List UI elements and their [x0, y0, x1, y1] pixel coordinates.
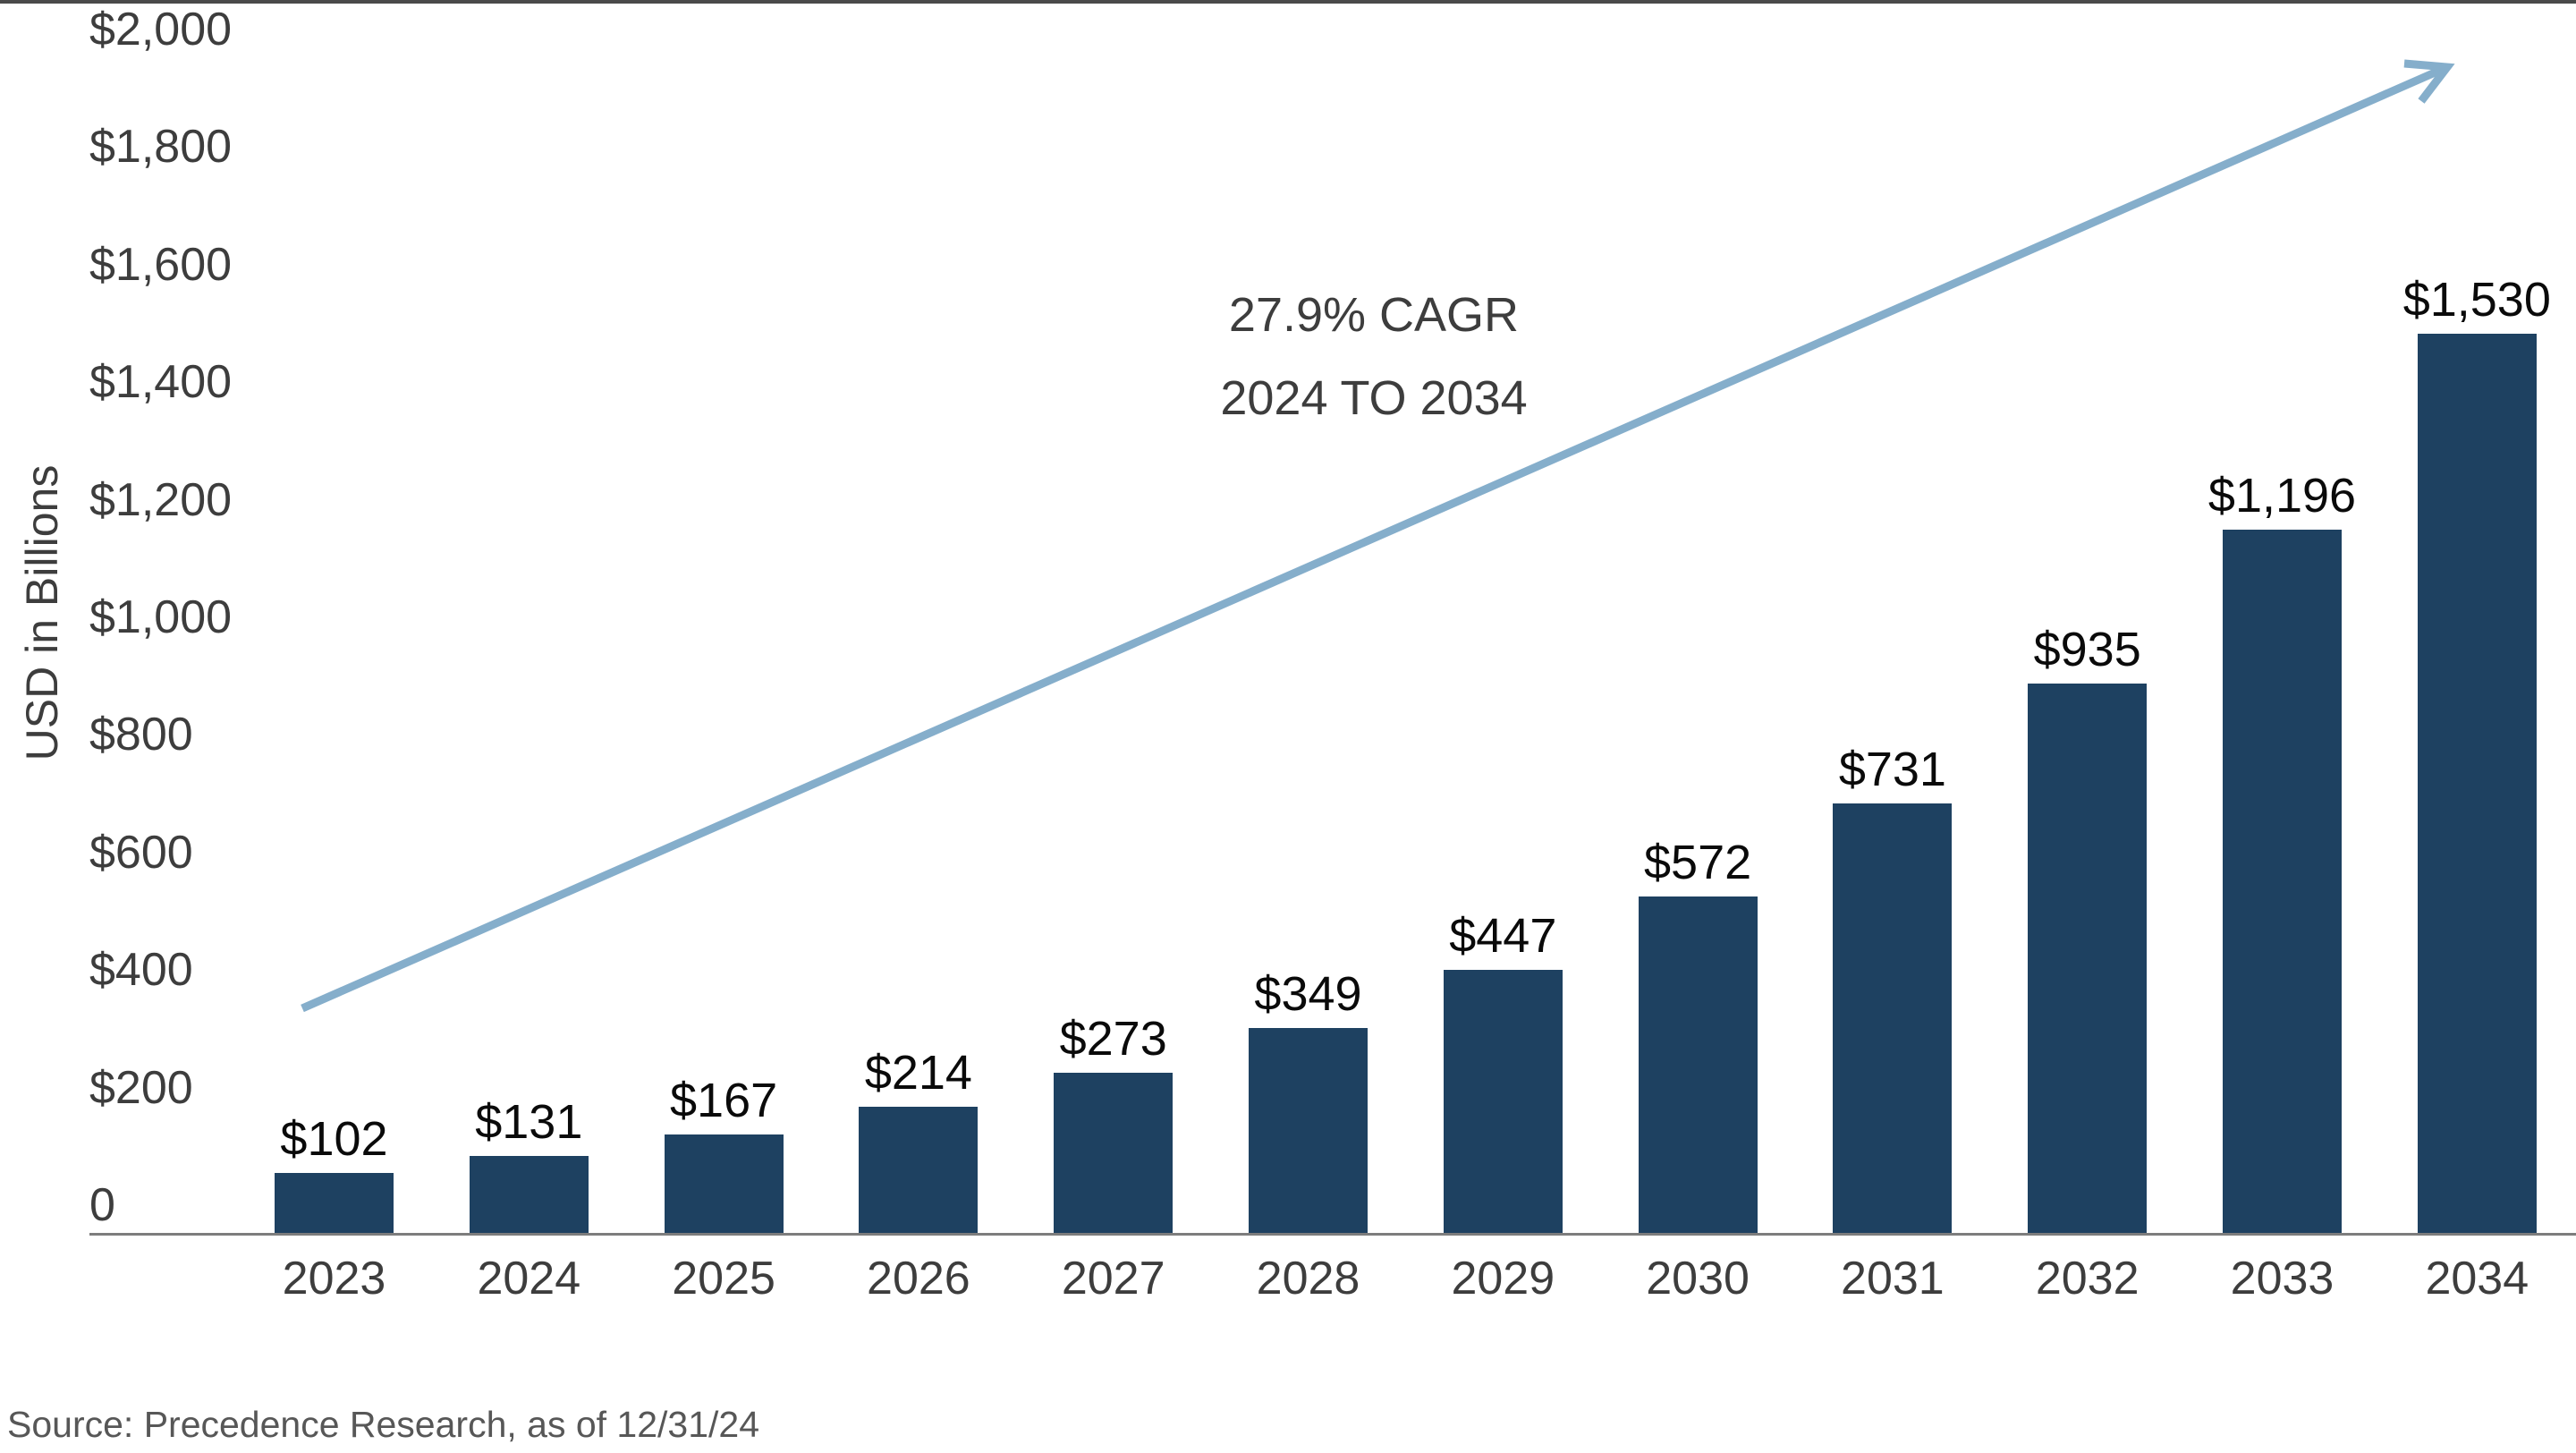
x-tick-label: 2029	[1451, 1253, 1555, 1304]
y-tick-label: $2,000	[89, 4, 233, 55]
bar-2032	[2028, 684, 2148, 1233]
bar-value-label: $1,196	[2207, 469, 2357, 523]
cagr-period-text: 2024 TO 2034	[1220, 371, 1528, 425]
y-tick-label: $1,600	[89, 238, 233, 291]
x-tick-label: 2033	[2230, 1253, 2334, 1304]
cagr-annotation: 27.9% CAGR 2024 TO 2034	[1016, 274, 1732, 440]
x-tick-label: 2023	[282, 1253, 386, 1304]
cagr-rate-text: 27.9% CAGR	[1228, 288, 1520, 342]
source-note: Source: Precedence Research, as of 12/31…	[7, 1404, 760, 1445]
top-border-line	[0, 0, 2576, 4]
bar-value-label: $572	[1644, 836, 1752, 889]
bar-value-label: $935	[2033, 623, 2141, 676]
y-tick-label: $1,200	[89, 473, 233, 526]
x-tick-label: 2024	[477, 1253, 581, 1304]
bar-2025	[664, 1134, 784, 1233]
bar-2033	[2223, 530, 2342, 1233]
bar-2024	[469, 1156, 589, 1233]
bar-2029	[1443, 970, 1563, 1233]
y-tick-label: $200	[89, 1061, 193, 1114]
x-axis-line	[89, 1233, 2576, 1236]
x-tick-label: 2032	[2035, 1253, 2140, 1304]
bar-value-label: $349	[1254, 967, 1362, 1021]
y-tick-label: 0	[89, 1179, 115, 1231]
bar-value-label: $731	[1838, 743, 1946, 796]
bar-2028	[1249, 1028, 1368, 1233]
bar-2034	[2417, 334, 2537, 1233]
trend-arrow-head	[2403, 59, 2455, 104]
x-tick-label: 2025	[672, 1253, 775, 1304]
x-tick-label: 2031	[1841, 1253, 1945, 1304]
y-tick-label: $400	[89, 944, 193, 997]
x-tick-label: 2026	[867, 1253, 970, 1304]
bar-2030	[1638, 896, 1758, 1233]
bar-2026	[859, 1107, 979, 1233]
bar-value-label: $131	[475, 1095, 583, 1149]
x-tick-label: 2034	[2425, 1253, 2529, 1304]
bar-value-label: $447	[1449, 909, 1557, 963]
bar-value-label: $167	[670, 1074, 778, 1127]
y-tick-label: $800	[89, 709, 193, 761]
x-tick-label: 2028	[1256, 1253, 1360, 1304]
y-tick-label: $1,800	[89, 121, 233, 174]
bar-2031	[1833, 803, 1953, 1233]
y-tick-label: $600	[89, 826, 193, 879]
x-tick-label: 2030	[1646, 1253, 1750, 1304]
bar-value-label: $102	[280, 1112, 388, 1166]
y-tick-label: $1,400	[89, 356, 233, 409]
bar-value-label: $273	[1059, 1012, 1167, 1066]
bar-2027	[1054, 1073, 1174, 1233]
bar-value-label: $1,530	[2402, 273, 2551, 327]
bar-value-label: $214	[864, 1046, 972, 1100]
y-tick-label: $1,000	[89, 591, 233, 643]
bar-2023	[275, 1173, 394, 1233]
x-tick-label: 2027	[1061, 1253, 1165, 1304]
y-axis-title: USD in Billions	[17, 464, 67, 761]
